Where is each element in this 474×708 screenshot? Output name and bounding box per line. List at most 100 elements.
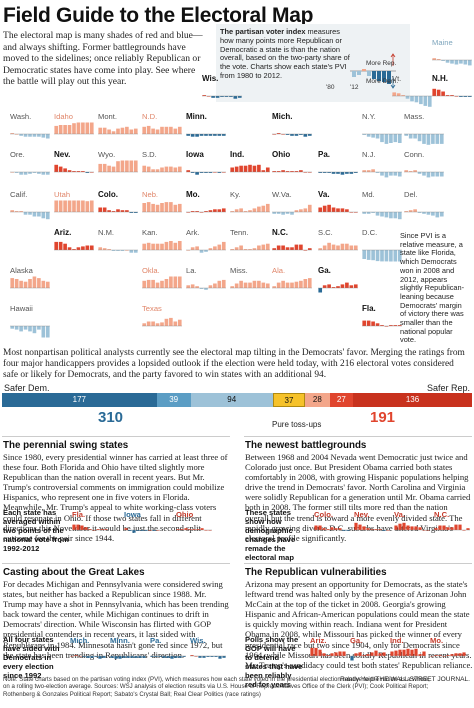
pvi-bar [384,134,389,144]
state-label: Ohio [272,150,291,159]
pvi-bar [138,656,142,658]
electoral-vote-bar: 177 39 94 37 28 27 136 [2,393,472,407]
pvi-bar [85,122,90,134]
pvi-bar [375,134,380,139]
state-pvi-chart [230,160,270,184]
pvi-bar [358,652,362,656]
pvi-bar [182,656,186,657]
pvi-bar [261,282,266,288]
pvi-bar [89,245,94,250]
pvi-bar [67,170,72,172]
pvi-bar [32,326,37,334]
state-pvi-chart [230,238,270,262]
state-tile: Alaska [10,266,50,300]
state-pvi-chart [404,200,444,224]
battle-sub: These states show how demographic change… [245,508,296,562]
pvi-bar [102,248,107,250]
pvi-bar [336,286,340,288]
pvi-bar [326,529,330,530]
pvi-bar [102,163,107,172]
state-pvi-chart [142,160,182,184]
pvi-bar [326,655,330,656]
electoral-segment: 136 [353,393,472,407]
battle-text: Between 1968 and 2004 Nevada went Democr… [245,452,471,543]
pvi-bar [434,655,438,656]
pvi-bar [98,207,103,212]
florida-note: Since PVI is a relative measure, a state… [400,231,465,345]
pvi-bar [111,250,116,251]
state-label: Wis. [202,74,219,83]
state-label: Ga. [318,266,331,275]
state-pvi-chart [186,200,226,224]
pvi-bar [214,656,218,657]
state-pvi-chart [432,84,472,108]
pvi-bar [384,172,389,178]
pvi-bar [374,650,378,656]
pvi-bar [14,279,19,288]
pvi-bar [243,211,248,212]
pvi-bar [354,522,358,530]
pvi-bar [375,323,380,326]
pvi-bar [441,91,445,96]
pvi-bar [462,652,466,656]
pvi-bar [92,530,96,531]
state-tile: Utah [54,190,94,224]
pvi-bar [239,208,243,212]
pvi-bar [375,250,380,262]
state-label: N.D. [142,112,158,121]
state-pvi-chart [272,238,312,262]
state-pvi-chart [142,314,182,338]
pvi-bar [402,649,406,656]
state-pvi-chart [230,200,270,224]
state-label: Ky. [230,190,241,199]
pvi-bar [234,247,239,250]
pvi-bar [276,133,281,134]
vuln-heading: The Republican vulnerabilities [245,567,387,578]
pvi-bar [198,656,202,658]
pvi-bar [54,164,59,172]
pvi-bar [307,204,312,212]
pvi-bar [128,530,132,531]
pvi-bar [294,281,299,288]
intro-text: The electoral map is many shades of red … [3,30,203,88]
pvi-bar [239,280,243,288]
pvi-bar [384,326,389,327]
pvi-bar [195,134,199,137]
pvi-bar [116,209,120,212]
pvi-bar [378,653,382,656]
pvi-bar [199,172,204,173]
pvi-bar [401,95,405,96]
pvi-bar [307,134,312,136]
electoral-segment: 27 [329,393,354,407]
pvi-bar [462,530,466,531]
pvi-bar [322,245,327,250]
pvi-bar [186,212,191,213]
state-pvi-chart [318,200,358,224]
pvi-bar [446,527,450,530]
pvi-bar [281,134,285,135]
vuln-text: Arizona may present an opportunity for D… [245,579,473,670]
pvi-bar [334,652,338,656]
state-pvi-chart [318,238,358,262]
state-pvi-chart [98,122,138,146]
pvi-bar [155,243,160,250]
pvi-bar [230,167,235,172]
section-state-chart: Ohio [176,510,214,540]
state-pvi-chart [54,200,94,224]
state-tile: N.C. [272,228,312,262]
pvi-bar [169,126,173,134]
tossup-label: Pure toss-ups [272,420,322,429]
pvi-bar [72,171,76,172]
pvi-bar [190,172,195,173]
pvi-bar [217,172,222,173]
pvi-bar [152,530,156,531]
pvi-bar [294,210,299,212]
pvi-bar [54,241,59,250]
pvi-bar [32,212,37,217]
pvi-bar [396,93,401,96]
pvi-bar [160,167,164,172]
state-tile: N.D. [142,112,182,146]
pvi-bar [10,326,15,329]
pvi-bar [442,525,446,530]
